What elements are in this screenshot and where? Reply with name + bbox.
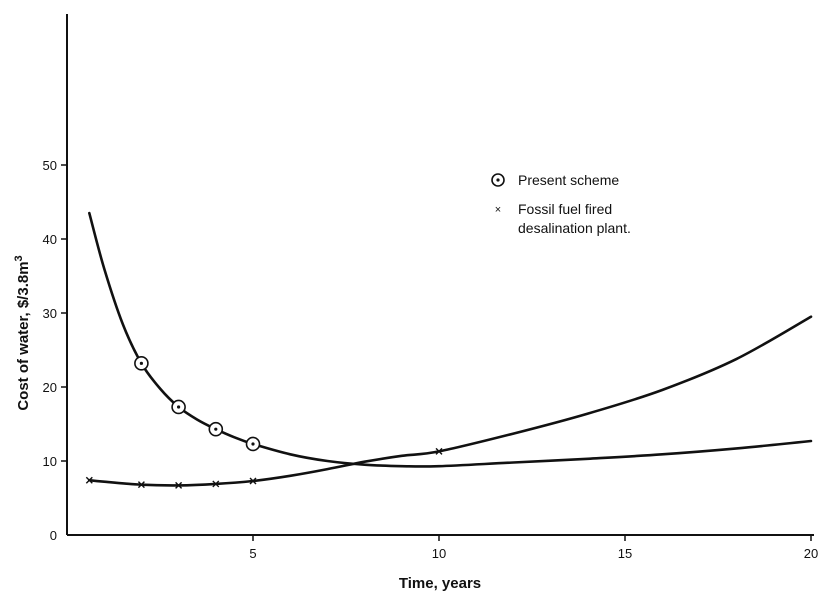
x-axis-title: Time, years: [399, 575, 481, 592]
data-point-present: [171, 399, 186, 415]
x-marker-stroke: [435, 447, 443, 455]
data-point-present: [208, 421, 224, 437]
x-marker-stroke: [175, 481, 183, 489]
x-tick-label: 5: [249, 546, 256, 561]
legend-item-fossil-fuel: × Fossil fuel fired desalination plant.: [495, 201, 631, 236]
y-tick-label: 10: [43, 454, 57, 469]
data-point-fossil: [85, 476, 93, 484]
axis-tick-labels: 0 10 20 30 40 50 5 10 15 20: [43, 158, 819, 561]
circle-dot-marker-icon: [491, 173, 505, 187]
chart-axes: [66, 14, 814, 536]
x-tick-label: 10: [432, 546, 446, 561]
data-point-fossil: [249, 477, 257, 485]
data-point-present: [245, 436, 261, 452]
data-point-fossil: [175, 481, 183, 489]
y-axis-title-superscript: 3: [13, 255, 25, 261]
legend-label-present-scheme: Present scheme: [518, 172, 619, 188]
x-tick-label: 15: [618, 546, 632, 561]
y-tick-label: 30: [43, 306, 57, 321]
data-point-fossil: [435, 447, 443, 455]
x-marker-stroke: [85, 476, 93, 484]
data-point-center: [251, 442, 255, 446]
x-marker-icon: ×: [495, 204, 501, 216]
y-tick-label: 0: [50, 528, 57, 543]
data-point-fossil: [212, 480, 220, 488]
data-point-center: [177, 405, 181, 409]
legend-item-present-scheme: Present scheme: [491, 172, 619, 188]
markers-layer: [85, 356, 443, 489]
y-tick-label: 40: [43, 232, 57, 247]
x-marker-stroke: [249, 477, 257, 485]
data-point-center: [139, 361, 143, 365]
x-marker-stroke: [212, 480, 220, 488]
circle-dot-center-icon: [496, 178, 500, 182]
legend-label-fossil-fuel-line1: Fossil fuel fired: [518, 201, 612, 217]
legend: Present scheme × Fossil fuel fired desal…: [491, 172, 631, 236]
y-tick-label: 20: [43, 380, 57, 395]
y-tick-label: 50: [43, 158, 57, 173]
series-line-present: [88, 211, 813, 468]
legend-label-fossil-fuel-line2: desalination plant.: [518, 220, 631, 236]
data-point-center: [214, 427, 218, 431]
series-line-fossil: [88, 315, 813, 487]
series-layer: [88, 211, 813, 487]
axis-ticks: [61, 164, 812, 541]
data-point-present: [134, 356, 149, 371]
x-tick-label: 20: [804, 546, 818, 561]
y-axis-title-main: Cost of water, $/3.8m: [15, 261, 32, 410]
x-marker-stroke: [137, 481, 145, 489]
data-point-fossil: [137, 481, 145, 489]
y-axis-title: Cost of water, $/3.8m3: [13, 255, 32, 410]
